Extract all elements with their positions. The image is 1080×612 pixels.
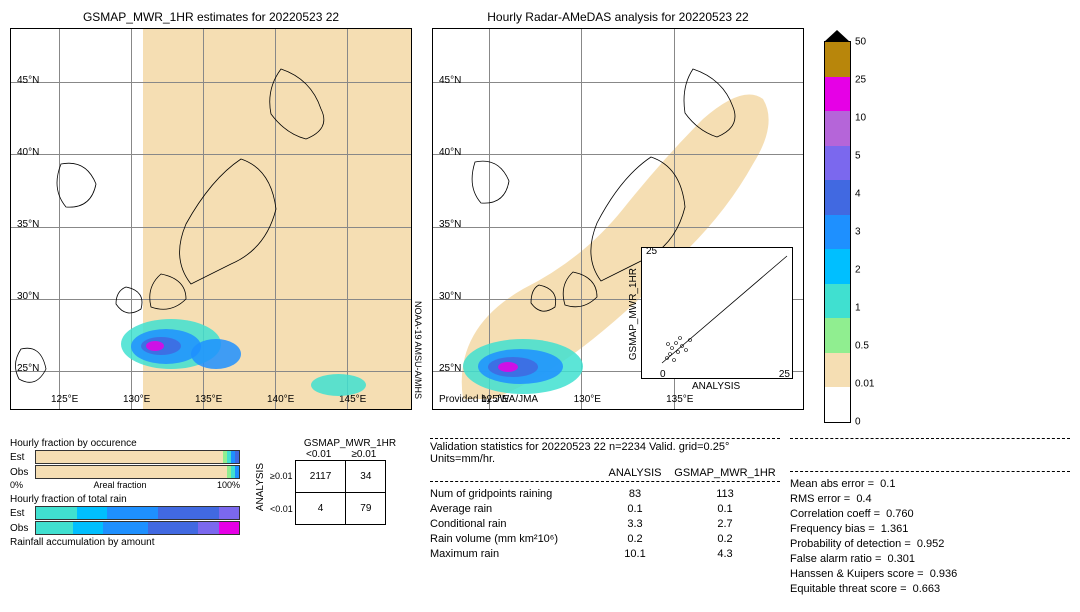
colorbar-tick: 1 xyxy=(855,303,861,314)
top-row: GSMAP_MWR_1HR estimates for 20220523 22 … xyxy=(10,10,1070,423)
ct-col-ge: ≥0.01 xyxy=(351,449,376,460)
radar-title: Hourly Radar-AMeDAS analysis for 2022052… xyxy=(432,10,804,24)
ct-col-header: GSMAP_MWR_1HR xyxy=(285,438,415,449)
gsmap-title: GSMAP_MWR_1HR estimates for 20220523 22 xyxy=(10,10,412,24)
stats-title: Validation statistics for 20220523 22 n=… xyxy=(430,438,780,482)
fraction-segment xyxy=(219,522,239,534)
rain-obs-bar xyxy=(35,521,240,535)
axis-right: 100% xyxy=(217,480,240,490)
ct-col-lt: <0.01 xyxy=(306,449,331,460)
scatter-inset: 0 25 25 ANALYSIS GSMAP_MWR_1HR xyxy=(641,247,793,379)
rain-est-bar xyxy=(35,506,240,520)
radar-panel: Hourly Radar-AMeDAS analysis for 2022052… xyxy=(432,10,804,423)
stat-row: Average rain0.10.1 xyxy=(430,503,780,515)
fraction-segment xyxy=(219,507,239,519)
axis-left: 0% xyxy=(10,480,23,490)
total-rain-title: Hourly fraction of total rain xyxy=(10,494,240,505)
ct-row-ge: ≥0.01 xyxy=(270,471,293,481)
ct-cell: 34 xyxy=(346,461,386,493)
fraction-segment xyxy=(73,522,103,534)
precip-blob xyxy=(311,374,366,396)
ct-cell: 79 xyxy=(346,493,386,525)
axis-label: Areal fraction xyxy=(93,480,146,490)
stats-panel: Validation statistics for 20220523 22 n=… xyxy=(430,438,1070,598)
obs-label: Obs xyxy=(10,467,35,478)
accum-title: Rainfall accumulation by amount xyxy=(10,537,240,548)
colorbar-tick: 50 xyxy=(855,37,866,48)
fraction-segment xyxy=(148,522,199,534)
stat-row: RMS error = 0.4 xyxy=(790,493,1070,505)
colorbar-tick: 2 xyxy=(855,265,861,276)
colorbar-tick: 0.01 xyxy=(855,379,874,390)
scatter-tick: 25 xyxy=(646,246,657,257)
contingency-table: 211734 479 xyxy=(295,460,387,525)
contingency-panel: GSMAP_MWR_1HR ANALYSIS <0.01 ≥0.01 ≥0.01… xyxy=(255,438,415,598)
occurrence-title: Hourly fraction by occurence xyxy=(10,438,240,449)
scatter-tick: 25 xyxy=(779,369,790,380)
bottom-row: Hourly fraction by occurence Est Obs 0% … xyxy=(10,438,1070,598)
precip-blob xyxy=(498,362,518,372)
fraction-segment xyxy=(77,507,107,519)
gsmap-panel: GSMAP_MWR_1HR estimates for 20220523 22 … xyxy=(10,10,412,423)
precip-blob xyxy=(191,339,241,369)
stat-row: Mean abs error = 0.1 xyxy=(790,478,1070,490)
colorbar-tick: 0 xyxy=(855,417,861,428)
fraction-segment xyxy=(107,507,158,519)
stat-row: Correlation coeff = 0.760 xyxy=(790,508,1070,520)
fraction-segment xyxy=(36,466,227,478)
scatter-xlabel: ANALYSIS xyxy=(692,381,740,392)
colorbar-tick: 0.5 xyxy=(855,341,869,352)
occurrence-est-bar xyxy=(35,450,240,464)
est-label: Est xyxy=(10,452,35,463)
precip-blob xyxy=(146,341,164,351)
colorbar-tick: 3 xyxy=(855,227,861,238)
stat-row: Maximum rain10.14.3 xyxy=(430,548,780,560)
scatter-ylabel: GSMAP_MWR_1HR xyxy=(628,268,639,360)
fraction-segment xyxy=(235,466,239,478)
fraction-segment xyxy=(36,507,77,519)
fraction-segment xyxy=(36,451,223,463)
fraction-segment xyxy=(198,522,218,534)
stat-row: Num of gridpoints raining83113 xyxy=(430,488,780,500)
fraction-segment xyxy=(235,451,239,463)
colorbar-tick: 4 xyxy=(855,189,861,200)
ct-row-lt: <0.01 xyxy=(270,504,293,514)
colorbar-tick: 25 xyxy=(855,75,866,86)
colorbar: 502510543210.50.010 xyxy=(824,10,879,423)
stats-col-analysis: ANALYSIS xyxy=(600,467,670,479)
stat-row: Rain volume (mm km²10⁶)0.20.2 xyxy=(430,533,780,545)
radar-map: 45°N 40°N 35°N 30°N 25°N 125°E 130°E 135… xyxy=(432,28,804,410)
fraction-segment xyxy=(36,522,73,534)
stat-row: Probability of detection = 0.952 xyxy=(790,538,1070,550)
est-label: Est xyxy=(10,508,35,519)
occurrence-obs-bar xyxy=(35,465,240,479)
fraction-segment xyxy=(158,507,219,519)
colorbar-tick: 10 xyxy=(855,113,866,124)
stat-row: Conditional rain3.32.7 xyxy=(430,518,780,530)
scatter-tick: 0 xyxy=(660,369,666,380)
obs-label: Obs xyxy=(10,523,35,534)
ct-cell: 4 xyxy=(295,493,346,525)
gsmap-map: 45°N 40°N 35°N 30°N 25°N 125°E 130°E 135… xyxy=(10,28,412,410)
stat-row: Hanssen & Kuipers score = 0.936 xyxy=(790,568,1070,580)
fraction-segment xyxy=(103,522,148,534)
ct-cell: 2117 xyxy=(295,461,346,493)
ct-row-header: ANALYSIS xyxy=(255,463,266,511)
provided-label: Provided by JWA/JMA xyxy=(439,394,538,405)
satellite-label: NOAA-19 AMSU-A/MHS xyxy=(413,301,423,399)
colorbar-tick: 5 xyxy=(855,151,861,162)
fraction-panel: Hourly fraction by occurence Est Obs 0% … xyxy=(10,438,240,598)
stat-row: Equitable threat score = 0.663 xyxy=(790,583,1070,595)
stat-row: Frequency bias = 1.361 xyxy=(790,523,1070,535)
stat-row: False alarm ratio = 0.301 xyxy=(790,553,1070,565)
stats-col-gsmap: GSMAP_MWR_1HR xyxy=(670,467,780,479)
